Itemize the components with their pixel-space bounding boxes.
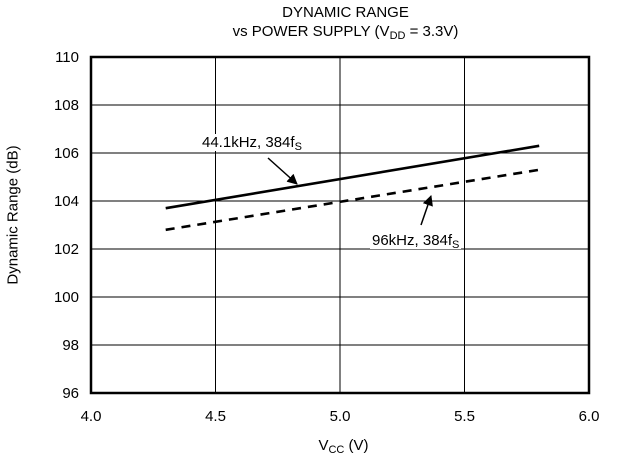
y-tick-label: 98 xyxy=(62,337,79,354)
y-tick-label: 102 xyxy=(54,241,79,258)
series-line-44khz xyxy=(165,144,540,210)
y-tick-label: 100 xyxy=(54,289,79,306)
y-tick-label: 108 xyxy=(54,97,79,114)
x-tick-label: 6.0 xyxy=(579,408,600,425)
x-tick-label: 4.5 xyxy=(205,408,226,425)
x-tick-label: 5.0 xyxy=(330,408,351,425)
x-tick-label: 5.5 xyxy=(454,408,475,425)
arrow-96khz xyxy=(420,195,433,226)
chart-subtitle: vs POWER SUPPLY (VDD = 3.3V) xyxy=(232,23,459,42)
series-label-96khz: 96kHz, 384fS xyxy=(370,232,462,251)
plot-frame xyxy=(89,55,591,395)
y-tick-label: 106 xyxy=(54,145,79,162)
y-tick-label: 96 xyxy=(62,385,79,402)
arrow-44khz xyxy=(267,157,298,185)
y-tick-label: 104 xyxy=(54,193,79,210)
y-tick-label: 110 xyxy=(55,49,79,66)
chart-title: DYNAMIC RANGE xyxy=(282,4,409,21)
x-tick-label: 4.0 xyxy=(81,408,102,425)
series-label-44khz: 44.1kHz, 384fS xyxy=(200,134,304,153)
x-axis-label: VCC (V) xyxy=(318,437,369,456)
